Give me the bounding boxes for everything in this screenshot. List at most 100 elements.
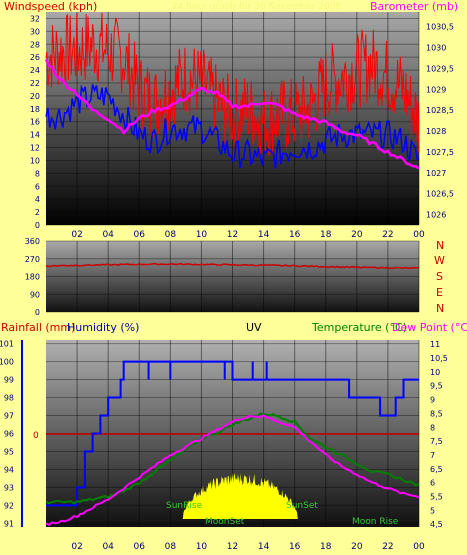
windspeed-tick: 18: [30, 105, 40, 114]
humidity-tick: 99: [4, 376, 14, 385]
bottom-xtick: 06: [134, 542, 146, 552]
humidity-tick: 91: [4, 519, 14, 528]
solar-radiation-area: [182, 473, 298, 519]
barometer-tick: 1029: [426, 85, 446, 94]
temperature-tick: 10: [430, 368, 440, 377]
humidity-axis-title: Humidity (%): [67, 321, 139, 334]
chart-ghost-title: 24 hour graph for 30 November 2008: [172, 2, 341, 12]
windspeed-tick: 6: [35, 182, 40, 191]
direction-plot: [45, 262, 419, 270]
barometer-tick: 1027,5: [426, 148, 454, 157]
temperature-tick: 8,5: [430, 409, 443, 418]
windspeed-tick: 26: [30, 53, 40, 62]
temperature-tick: 7: [430, 451, 435, 460]
humidity-tick: 96: [4, 430, 14, 439]
bottom-xtick: 14: [258, 542, 270, 552]
temperature-axis-title: Temperature (°C): [311, 321, 407, 334]
windspeed-tick: 22: [30, 79, 40, 88]
windspeed-tick: 24: [30, 66, 40, 75]
bottom-xtick: 10: [196, 542, 208, 552]
barometer-axis-title: Barometer (mb): [370, 0, 458, 13]
temperature-tick: 9: [430, 396, 435, 405]
wind-xtick: 20: [351, 230, 363, 240]
wind-baro-plot: [44, 12, 420, 170]
bottom-xtick: 04: [102, 542, 114, 552]
direction-letter-w: W: [434, 254, 445, 267]
windspeed-tick: 32: [30, 14, 40, 23]
humidity-tick: 97: [4, 412, 14, 421]
temperature-tick: 5: [430, 506, 435, 515]
solar-radiation: [182, 473, 298, 519]
wind-xtick: 10: [196, 230, 208, 240]
wind-xtick: 12: [227, 230, 238, 240]
sunrise-label: SunRise: [166, 501, 203, 511]
direction-tick: 180: [25, 273, 40, 282]
temperature-tick: 4,5: [430, 520, 443, 529]
windspeed-tick: 28: [30, 40, 40, 49]
wind-xtick: 22: [382, 230, 393, 240]
direction-letter-s: S: [436, 270, 443, 283]
direction-tick: 90: [30, 290, 40, 299]
wind-xtick: 16: [289, 230, 301, 240]
direction-tick: 270: [25, 255, 40, 264]
direction-grid: [46, 240, 420, 313]
windspeed-tick: 12: [30, 144, 40, 153]
wind-xtick: 06: [134, 230, 146, 240]
humidity-tick: 100: [0, 358, 14, 367]
barometer-tick: 1028: [426, 127, 446, 136]
bottom-xtick: 20: [351, 542, 363, 552]
windspeed-tick: 20: [30, 92, 40, 101]
bottom-plot: [45, 360, 420, 526]
moonrise-label: Moon Rise: [352, 517, 399, 527]
humidity-tick: 95: [4, 447, 14, 456]
barometer-tick: 1026,5: [426, 190, 454, 199]
barometer-tick: 1028,5: [426, 106, 454, 115]
wind-xtick: 14: [258, 230, 270, 240]
bottom-xtick: 00: [413, 542, 425, 552]
rain-zero-label: 0: [33, 431, 39, 441]
wind-gust-line: [45, 12, 420, 157]
barometer-tick: 1030,5: [426, 23, 454, 32]
temperature-tick: 11: [430, 340, 440, 349]
direction-panel-bg: [46, 241, 419, 312]
windspeed-tick: 4: [35, 195, 40, 204]
wind-average-line: [45, 84, 420, 169]
wind-xtick: 02: [71, 230, 82, 240]
temperature-tick: 6,5: [430, 465, 443, 474]
direction-letter-e: E: [436, 286, 443, 299]
bottom-xtick: 08: [165, 542, 177, 552]
temperature-tick: 10,5: [430, 354, 448, 363]
windspeed-tick: 2: [35, 208, 40, 217]
temperature-tick: 5,5: [430, 493, 443, 502]
temperature-tick: 8: [430, 423, 435, 432]
barometer-tick: 1030: [426, 44, 446, 53]
moonset-label: MoonSet: [205, 517, 245, 527]
windspeed-tick: 30: [30, 27, 40, 36]
windspeed-tick: 14: [30, 131, 40, 140]
barometer-tick: 1027: [426, 169, 446, 178]
wind-xtick: 18: [320, 230, 332, 240]
temperature-line: [45, 412, 420, 505]
windspeed-tick: 0: [35, 221, 40, 230]
barometer-tick: 1029,5: [426, 64, 454, 73]
bottom-xtick: 18: [320, 542, 332, 552]
humidity-tick: 101: [0, 340, 14, 349]
direction-tick: 360: [25, 237, 40, 246]
bottom-xtick: 22: [382, 542, 393, 552]
wind-xtick: 04: [102, 230, 114, 240]
temperature-tick: 9,5: [430, 382, 443, 391]
direction-letter-n-top: N: [436, 239, 444, 252]
temperature-tick: 7,5: [430, 437, 443, 446]
barometer-tick: 1026: [426, 211, 446, 220]
humidity-tick: 94: [4, 465, 14, 474]
windspeed-tick: 10: [30, 156, 40, 165]
direction-letter-n-bottom: N: [436, 302, 444, 315]
wind-xtick: 00: [413, 230, 425, 240]
wind-xtick: 08: [165, 230, 177, 240]
bottom-xtick: 16: [289, 542, 301, 552]
bottom-xtick: 12: [227, 542, 238, 552]
humidity-tick: 93: [4, 483, 14, 492]
dewpoint-line: [45, 414, 420, 526]
